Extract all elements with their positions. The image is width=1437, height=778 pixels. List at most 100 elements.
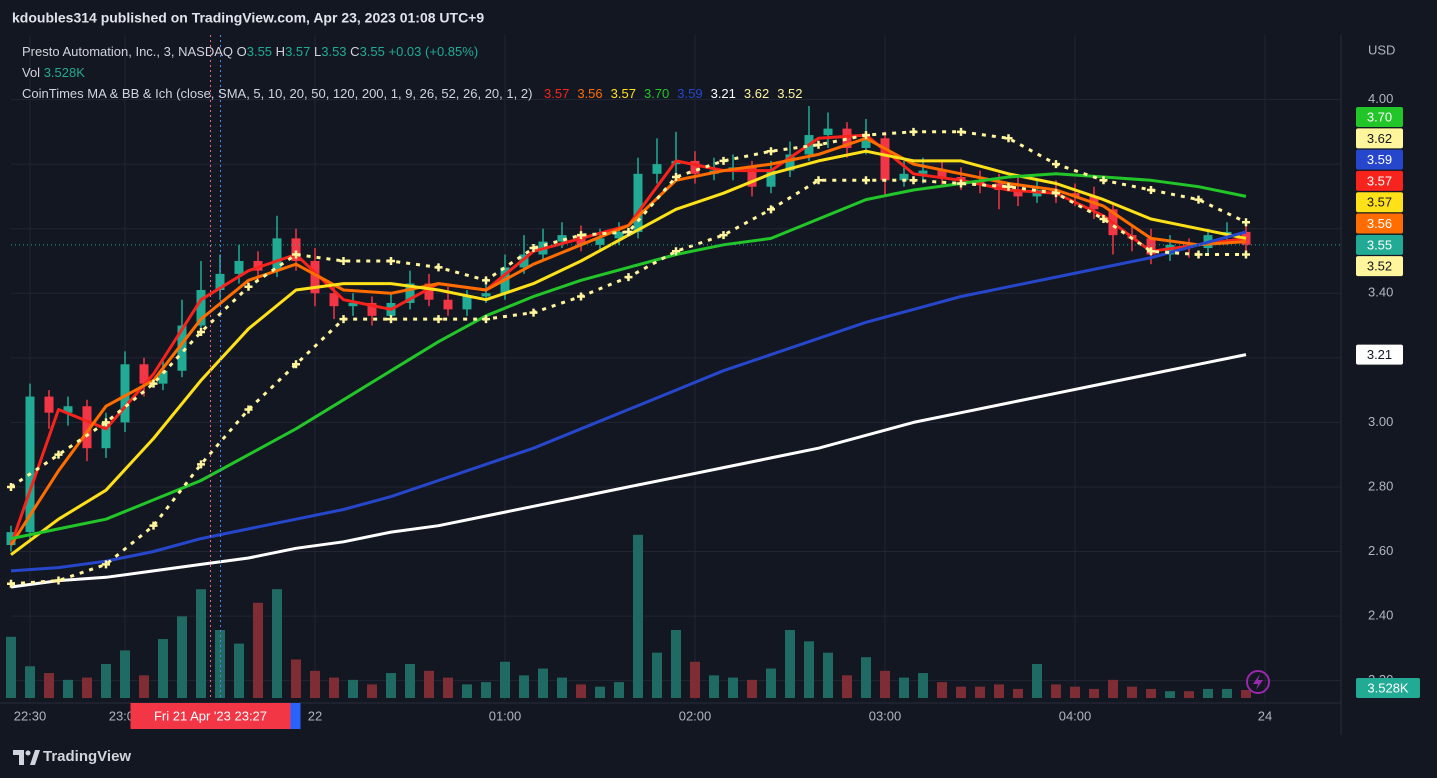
band-cross xyxy=(1004,134,1013,143)
candle-body xyxy=(196,290,206,326)
volume-bar xyxy=(1108,679,1118,698)
volume-bar xyxy=(728,677,738,698)
band-cross xyxy=(434,315,443,324)
volume-bar xyxy=(196,589,206,698)
volume-bar xyxy=(386,673,396,698)
volume-bar xyxy=(652,652,662,698)
price-badge-label: 3.59 xyxy=(1367,152,1392,167)
candle-body xyxy=(462,296,472,310)
alert-icon[interactable] xyxy=(1246,670,1270,694)
band-cross xyxy=(1004,182,1013,191)
price-badge xyxy=(1356,170,1403,191)
band-cross xyxy=(482,315,490,324)
volume-bar xyxy=(1127,686,1137,698)
band-cross xyxy=(909,176,918,185)
volume-bar xyxy=(1070,686,1080,698)
volume-bar xyxy=(177,616,187,698)
candle-body xyxy=(576,235,586,245)
candle-body xyxy=(291,238,301,261)
volume-bar xyxy=(101,664,111,698)
volume-bar xyxy=(63,679,73,698)
band-cross xyxy=(957,127,965,136)
x-tick-label: 22:30 xyxy=(14,708,47,723)
band-cross xyxy=(672,247,680,256)
volume-bar xyxy=(1203,688,1213,698)
volume-bar xyxy=(405,664,415,698)
volume-bar xyxy=(234,643,244,698)
volume-bar xyxy=(1146,688,1156,698)
volume-bar xyxy=(1222,688,1232,698)
indicator-lines xyxy=(7,127,1250,589)
band-cross xyxy=(672,173,680,182)
volume-bar xyxy=(519,675,529,698)
price-badge xyxy=(1356,344,1403,365)
volume-bar xyxy=(538,668,548,698)
candle-body xyxy=(177,325,187,371)
volume-bar xyxy=(272,589,282,698)
candle-body xyxy=(823,128,833,136)
volume-title: Vol xyxy=(22,65,40,80)
band-cross xyxy=(1147,247,1155,256)
ma-line xyxy=(10,230,1247,573)
volume-bar xyxy=(804,641,814,698)
band-cross xyxy=(1052,189,1060,198)
price-badge xyxy=(1356,192,1403,213)
y-tick-label: 3.40 xyxy=(1368,285,1393,300)
crosshair-label-bg xyxy=(130,703,291,729)
candle-body xyxy=(367,302,377,316)
candle-body xyxy=(101,422,111,449)
h-value: 3.57 xyxy=(285,44,310,59)
price-badge-label: 3.62 xyxy=(1367,131,1392,146)
price-badge xyxy=(1356,149,1403,170)
candle-body xyxy=(595,238,605,245)
band-line xyxy=(10,130,1247,489)
candle-body xyxy=(405,283,415,303)
band-cross xyxy=(767,147,775,156)
volume-bar xyxy=(500,661,510,698)
candle-body xyxy=(120,364,130,423)
price-badge xyxy=(1356,234,1403,255)
price-badge-label: 3.55 xyxy=(1367,237,1392,252)
band-cross xyxy=(387,315,395,324)
band-cross xyxy=(624,273,633,282)
band-cross xyxy=(292,250,300,259)
volume-legend: Vol 3.528K xyxy=(22,65,85,80)
candle-body xyxy=(1013,189,1023,197)
volume-bar xyxy=(861,657,871,698)
volume-bar xyxy=(424,670,434,698)
candle-body xyxy=(937,170,947,178)
band-cross xyxy=(197,460,205,469)
ma-line xyxy=(10,353,1247,589)
volume-bar xyxy=(690,661,700,698)
band-cross xyxy=(7,482,15,491)
band-cross xyxy=(387,256,395,265)
candle-body xyxy=(139,364,149,384)
candle-body xyxy=(82,406,92,449)
band-cross xyxy=(244,405,253,414)
legend-value: 3.57 xyxy=(544,86,569,101)
volume-bar xyxy=(158,639,168,698)
x-tick-label: 22 xyxy=(308,708,322,723)
candle-body xyxy=(956,177,966,181)
volume-bar xyxy=(576,684,586,698)
volume-bar xyxy=(291,659,301,698)
volume-bar xyxy=(899,677,909,698)
band-cross xyxy=(814,140,823,149)
x-tick-label: 03:00 xyxy=(869,708,902,723)
indicator-legend: CoinTimes MA & BB & Ich (close, SMA, 5, … xyxy=(22,86,803,101)
candle-body xyxy=(63,406,73,413)
x-tick-label: 24 xyxy=(1258,708,1272,723)
candle-body xyxy=(690,160,700,174)
publisher: kdoubles314 published on TradingView.com… xyxy=(12,10,484,26)
candle-body xyxy=(234,260,244,274)
band-cross xyxy=(149,521,158,530)
volume-bar xyxy=(1051,684,1061,698)
candle-body xyxy=(272,238,282,271)
volume-bar xyxy=(44,673,54,698)
price-badge-label: 3.56 xyxy=(1367,216,1392,231)
l-value: 3.53 xyxy=(321,44,346,59)
c-label: C xyxy=(350,44,359,59)
candle-body xyxy=(652,164,662,174)
volume-bar xyxy=(6,636,16,698)
